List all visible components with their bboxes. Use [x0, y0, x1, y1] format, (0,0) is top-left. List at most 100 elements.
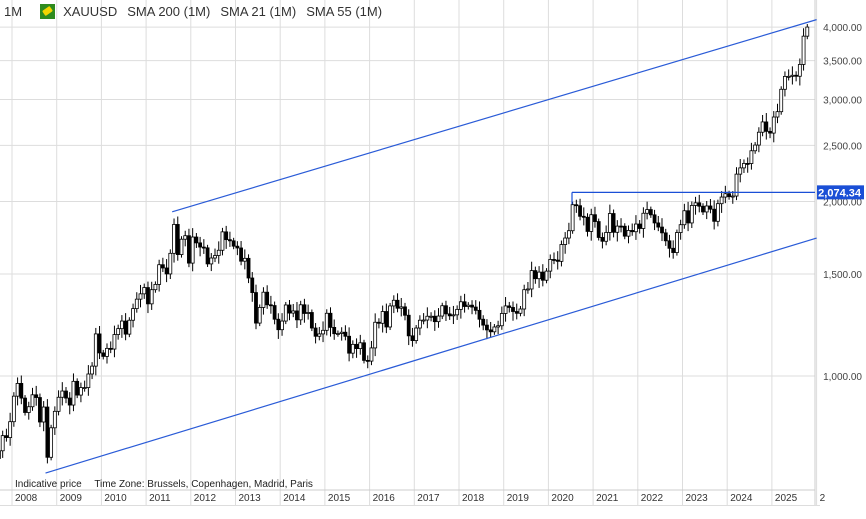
x-tick-label: 2	[820, 493, 826, 504]
symbol-label[interactable]: XAUUSD	[63, 4, 117, 19]
candle	[500, 313, 503, 325]
candle	[780, 89, 783, 111]
candle	[31, 395, 34, 407]
candle	[765, 122, 768, 131]
x-tick-label: 2025	[775, 493, 798, 504]
x-tick-label: 2013	[239, 493, 262, 504]
candle	[1, 436, 4, 451]
y-tick-label: 1,500.00	[823, 270, 862, 281]
candle	[370, 348, 373, 361]
candle	[50, 428, 53, 457]
candle	[474, 307, 477, 310]
candle	[478, 310, 481, 319]
candle	[526, 289, 529, 290]
indicator-sma-55[interactable]: SMA 55 (1M)	[306, 4, 382, 19]
candle	[102, 353, 105, 356]
candle	[433, 316, 436, 321]
candle	[35, 395, 38, 398]
candle	[616, 226, 619, 232]
candle	[802, 36, 805, 64]
candle	[597, 222, 600, 238]
candle	[422, 320, 425, 321]
candle	[236, 246, 239, 248]
timeframe-label[interactable]: 1M	[4, 4, 22, 19]
x-tick-label: 2023	[686, 493, 709, 504]
candle	[471, 305, 474, 307]
candle	[806, 27, 809, 36]
candle	[534, 271, 537, 279]
candle	[195, 237, 198, 243]
candle	[396, 300, 399, 308]
candle	[709, 206, 712, 209]
candle	[601, 237, 604, 241]
candle	[489, 330, 492, 332]
candle	[109, 348, 112, 349]
candle	[430, 316, 433, 317]
candle	[176, 224, 179, 254]
candle	[191, 237, 194, 263]
candle	[385, 312, 388, 327]
indicator-sma-21[interactable]: SMA 21 (1M)	[220, 4, 296, 19]
candle	[403, 307, 406, 315]
candle	[590, 215, 593, 232]
candle	[750, 151, 753, 164]
candle	[664, 233, 667, 241]
x-tick-label: 2021	[596, 493, 619, 504]
candle	[9, 422, 12, 438]
indicator-sma-200[interactable]: SMA 200 (1M)	[127, 4, 210, 19]
candle	[254, 293, 257, 324]
candle	[638, 224, 641, 228]
x-tick-label: 2020	[551, 493, 574, 504]
candle	[444, 306, 447, 314]
candle	[485, 325, 488, 330]
candle	[65, 391, 68, 398]
level-label: 2,074.34	[818, 187, 862, 199]
y-tick-label: 3,500.00	[823, 57, 862, 68]
candle	[389, 306, 392, 327]
candle	[690, 205, 693, 222]
candle	[161, 265, 164, 268]
candle	[482, 319, 485, 325]
candle	[329, 313, 332, 327]
candle	[251, 278, 254, 293]
candle	[672, 248, 675, 252]
candle	[240, 248, 243, 261]
x-tick-label: 2011	[149, 493, 171, 504]
candle	[549, 259, 552, 271]
candle	[258, 307, 261, 323]
candle	[46, 407, 49, 457]
candle	[497, 326, 500, 327]
candle	[281, 321, 284, 330]
candle	[608, 214, 611, 233]
candle	[411, 336, 414, 341]
candle	[68, 398, 71, 405]
candle	[24, 398, 27, 412]
x-tick-label: 2015	[328, 493, 351, 504]
candle	[292, 311, 295, 313]
candle	[567, 231, 570, 238]
candle	[113, 335, 116, 349]
candle	[295, 311, 298, 320]
candle	[538, 272, 541, 279]
candle	[247, 258, 250, 278]
candle	[452, 315, 455, 316]
price-chart[interactable]: 1,000.001,500.002,000.002,500.003,000.00…	[0, 0, 866, 505]
candle	[135, 299, 138, 308]
candle	[377, 322, 380, 323]
candle	[776, 112, 779, 117]
candle	[214, 256, 217, 259]
candle	[582, 216, 585, 217]
candle	[724, 194, 727, 197]
candle	[739, 168, 742, 174]
candle	[366, 360, 369, 361]
gold-bar-icon	[40, 4, 55, 19]
candle	[512, 307, 515, 311]
candle	[459, 302, 462, 310]
candle	[199, 243, 202, 247]
x-tick-label: 2016	[373, 493, 396, 504]
candle	[757, 132, 760, 145]
candle	[150, 290, 153, 304]
candle	[325, 313, 328, 330]
candle	[728, 194, 731, 197]
candle	[746, 163, 749, 164]
